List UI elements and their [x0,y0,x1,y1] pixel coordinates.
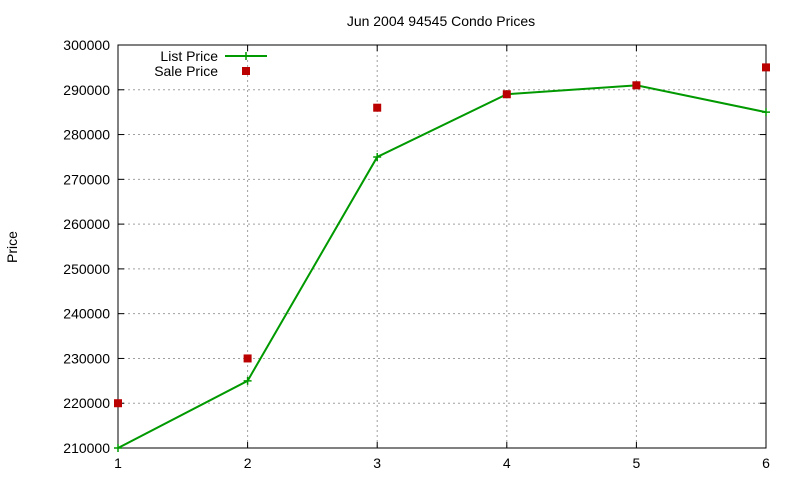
y-tick-label: 290000 [63,82,110,98]
x-tick-label: 3 [373,455,381,471]
sale-price-point [762,63,770,72]
legend-marker-list-price [242,52,250,60]
x-tick-label: 6 [762,455,770,471]
sale-price-point [632,81,641,90]
sale-price-point [373,103,382,112]
x-tick-label: 2 [244,455,252,471]
sale-price-point [502,90,511,99]
x-tick-label: 5 [633,455,641,471]
y-tick-label: 300000 [63,37,110,53]
sale-price-point [114,399,122,408]
legend-sample-sale-price [242,67,250,75]
y-axis-label: Price [4,231,20,263]
y-tick-label: 250000 [63,261,110,277]
x-axis-ticks: 1 2 3 4 5 6 [114,45,770,471]
y-tick-label: 270000 [63,171,110,187]
sale-price-point [243,354,252,363]
y-axis-ticks: 210000 220000 230000 240000 250000 260000 2700… [63,37,766,456]
list-price-line [117,84,767,449]
x-tick-label: 4 [503,455,511,471]
y-tick-label: 210000 [63,440,110,456]
list-price-point [243,376,252,385]
chart-title: Jun 2004 94545 Condo Prices [347,13,535,29]
list-price-point [373,152,382,161]
y-tick-label: 220000 [63,395,110,411]
plot-frame [117,44,767,449]
x-tick-label: 1 [114,455,122,471]
list-price-point [762,108,770,117]
y-tick-label: 230000 [63,350,110,366]
series [114,63,770,452]
y-tick-label: 280000 [63,127,110,143]
legend-label-sale-price: Sale Price [154,63,218,79]
legend-label-list-price: List Price [160,48,218,64]
list-price-point [114,444,122,452]
legend: List Price Sale Price [154,48,267,79]
y-tick-label: 240000 [63,306,110,322]
y-tick-label: 260000 [63,216,110,232]
